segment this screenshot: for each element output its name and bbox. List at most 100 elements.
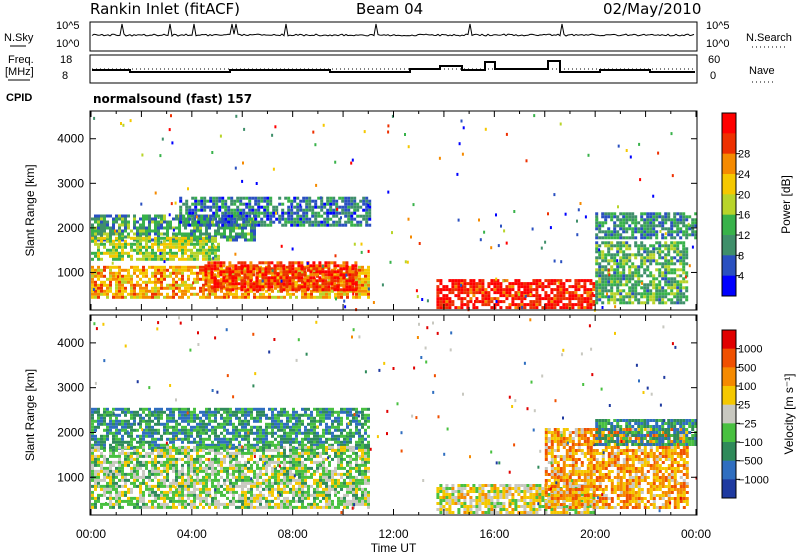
- heatmap-speck: [163, 260, 166, 264]
- heatmap-cell: [241, 413, 244, 417]
- heatmap-cell: [178, 484, 181, 488]
- heatmap-cell: [358, 283, 361, 287]
- heatmap-cell: [118, 472, 121, 476]
- heatmap-cell: [139, 286, 142, 290]
- heatmap-cell: [139, 239, 142, 243]
- heatmap-cell: [664, 301, 668, 305]
- heatmap-cell: [243, 270, 247, 274]
- heatmap-cell: [139, 440, 142, 444]
- heatmap-cell: [475, 300, 479, 304]
- heatmap-cell: [318, 261, 322, 265]
- heatmap-speck: [211, 151, 214, 154]
- heatmap-cell: [325, 437, 328, 441]
- heatmap-cell: [634, 227, 638, 231]
- heatmap-speck: [596, 217, 599, 221]
- heatmap-cell: [344, 208, 348, 212]
- heatmap-cell: [264, 276, 268, 280]
- heatmap-cell: [130, 437, 133, 441]
- heatmap-cell: [625, 259, 629, 263]
- heatmap-cell: [163, 428, 166, 432]
- heatmap-cell: [658, 301, 662, 305]
- heatmap-cell: [532, 282, 536, 286]
- heatmap-cell: [229, 416, 232, 420]
- heatmap-cell: [319, 295, 322, 299]
- heatmap-cell: [215, 208, 219, 212]
- heatmap-cell: [127, 499, 130, 503]
- heatmap-cell: [547, 279, 551, 283]
- heatmap-cell: [682, 250, 686, 254]
- heatmap-cell: [229, 410, 232, 414]
- heatmap-cell: [595, 241, 599, 245]
- heatmap-cell: [130, 487, 133, 491]
- heatmap-cell: [241, 422, 244, 426]
- heatmap-cell: [308, 220, 312, 224]
- heatmap-cell: [160, 446, 163, 450]
- heatmap-cell: [97, 463, 100, 467]
- heatmap-cell: [315, 282, 319, 286]
- heatmap-cell: [251, 205, 255, 209]
- heatmap-cell: [91, 454, 94, 458]
- heatmap-cell: [320, 208, 324, 212]
- heatmap-cell: [571, 303, 575, 307]
- heatmap-cell: [106, 484, 109, 488]
- heatmap-cell: [169, 410, 172, 414]
- heatmap-cell: [336, 264, 340, 268]
- heatmap-cell: [625, 274, 629, 278]
- heatmap-cell: [103, 475, 106, 479]
- heatmap-cell: [225, 288, 229, 292]
- heatmap-cell: [103, 251, 106, 255]
- heatmap-cell: [327, 276, 331, 280]
- heatmap-cell: [212, 214, 216, 218]
- heatmap-cell: [631, 265, 635, 269]
- heatmap-cell: [655, 289, 659, 293]
- heatmap-cell: [274, 443, 277, 447]
- heatmap-cell: [343, 280, 346, 284]
- heatmap-cell: [197, 202, 201, 206]
- heatmap-cell: [166, 413, 169, 417]
- heatmap-cell: [145, 283, 148, 287]
- heatmap-cell: [257, 208, 261, 212]
- heatmap-cell: [124, 214, 127, 218]
- heatmap-cell: [622, 274, 626, 278]
- heatmap-cell: [475, 306, 479, 310]
- heatmap-cell: [622, 241, 626, 245]
- heatmap-cell: [229, 431, 232, 435]
- heatmap-cell: [676, 244, 680, 248]
- heatmap-cell: [664, 253, 668, 257]
- heatmap-cell: [127, 451, 130, 455]
- heatmap-cell: [331, 434, 334, 438]
- heatmap-cell: [682, 259, 686, 263]
- heatmap-cell: [232, 446, 235, 450]
- heatmap-cell: [139, 292, 142, 296]
- heatmap-cell: [301, 295, 304, 299]
- heatmap-cell: [337, 434, 340, 438]
- heatmap-cell: [109, 283, 112, 287]
- heatmap-cell: [610, 247, 614, 251]
- heatmap-cell: [667, 247, 671, 251]
- heatmap-cell: [124, 274, 127, 278]
- heatmap-cell: [219, 264, 223, 268]
- heatmap-cell: [109, 274, 112, 278]
- heatmap-cell: [314, 205, 318, 209]
- heatmap-cell: [312, 285, 316, 289]
- heatmap-cell: [106, 475, 109, 479]
- heatmap-cell: [210, 276, 214, 280]
- heatmap-cell: [157, 226, 160, 230]
- heatmap-cell: [367, 265, 370, 269]
- heatmap-cell: [598, 289, 602, 293]
- heatmap-cell: [91, 232, 94, 236]
- heatmap-cell: [204, 273, 208, 277]
- heatmap-cell: [103, 416, 106, 420]
- heatmap-cell: [292, 407, 295, 411]
- heatmap-cell: [127, 271, 130, 275]
- heatmap-cell: [270, 279, 274, 283]
- heatmap-cell: [115, 232, 118, 236]
- heatmap-cell: [205, 223, 208, 227]
- heatmap-cell: [556, 297, 560, 301]
- heatmap-cell: [121, 434, 124, 438]
- heatmap-cell: [538, 294, 542, 298]
- heatmap-cell: [202, 277, 205, 281]
- heatmap-cell: [100, 251, 103, 255]
- heatmap-cell: [97, 472, 100, 476]
- heatmap-cell: [246, 282, 250, 286]
